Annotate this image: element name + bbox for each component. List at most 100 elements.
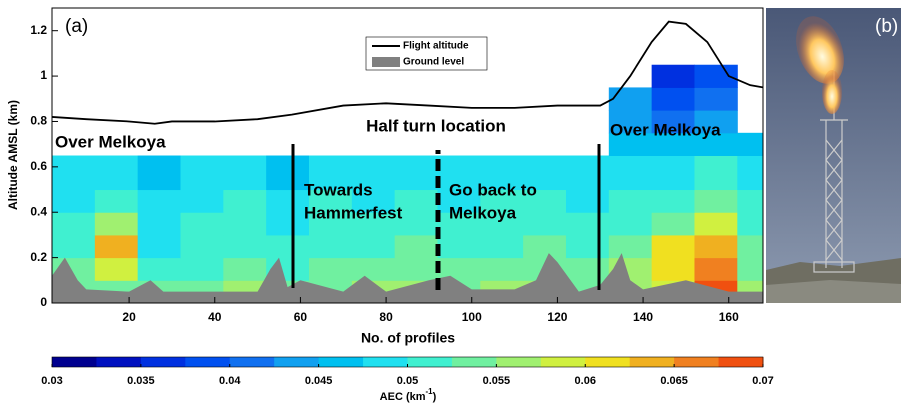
heatmap-cell — [223, 155, 267, 191]
colorbar-segment — [540, 357, 586, 367]
heatmap-cell — [565, 155, 610, 191]
x-tick-label: 140 — [633, 310, 653, 324]
colorbar-segment — [674, 357, 720, 367]
colorbar-segment — [185, 357, 231, 367]
heatmap-cell — [266, 155, 310, 191]
heatmap-cell — [651, 110, 695, 134]
heatmap-cell — [437, 155, 481, 191]
heatmap-cell — [480, 189, 524, 213]
heatmap-cell — [351, 155, 396, 191]
colorbar-segment — [496, 357, 542, 367]
x-tick-label: 80 — [379, 310, 393, 324]
heatmap-cell — [180, 155, 224, 191]
annotation: Half turn location — [366, 116, 506, 135]
heatmap-cell — [523, 155, 567, 191]
annotation: Hammerfest — [304, 203, 403, 222]
heatmap-cell — [94, 257, 139, 281]
colorbar-tick-label: 0.035 — [127, 375, 155, 387]
heatmap-cell — [608, 155, 653, 191]
colorbar-tick-label: 0.065 — [660, 375, 688, 387]
heatmap-cell — [52, 234, 96, 259]
heatmap-cell — [480, 155, 524, 191]
colorbar-segment — [229, 357, 275, 367]
annotation: Go back to — [449, 180, 537, 199]
heatmap-cell — [180, 189, 224, 213]
photo: (b) — [766, 8, 901, 303]
altitude-line — [52, 20, 763, 125]
heatmap-cell — [351, 257, 396, 281]
heatmap-cell — [737, 257, 763, 281]
colorbar-segment — [318, 357, 364, 367]
heatmap-cell — [480, 257, 524, 281]
heatmap-cell — [308, 155, 353, 191]
heatmap-cell — [394, 257, 438, 281]
y-tick-label: 0.8 — [30, 114, 47, 128]
colorbar-segment — [52, 357, 97, 367]
annotation: Over Melkoya — [610, 120, 721, 139]
annotation: Melkoya — [449, 203, 517, 222]
colorbar-tick-label: 0.03 — [41, 375, 62, 387]
x-axis-label: No. of profiles — [361, 330, 455, 346]
heatmap-cell — [308, 257, 353, 281]
heatmap-cell — [694, 234, 738, 259]
heatmap-cell — [608, 87, 653, 111]
heatmap-cell — [651, 212, 695, 236]
heatmap-cell — [523, 212, 567, 236]
heatmap-cell — [223, 257, 267, 281]
colorbar-segment — [629, 357, 675, 367]
heatmap-cell — [137, 212, 181, 236]
colorbar-segment — [140, 357, 186, 367]
heatmap-cell — [608, 234, 653, 259]
heatmap-cell — [94, 234, 139, 259]
colorbar-segment — [585, 357, 631, 367]
colorbar-tick-label: 0.06 — [575, 375, 596, 387]
heatmap-cell — [480, 212, 524, 236]
y-tick-label: 0 — [40, 295, 47, 309]
heatmap-cell — [651, 189, 695, 213]
heatmap-cell — [137, 155, 181, 191]
colorbar-tick-label: 0.04 — [219, 375, 241, 387]
ground-area — [52, 253, 763, 303]
colorbar-label-end: ) — [433, 391, 437, 403]
heatmap-cell — [308, 234, 353, 259]
x-tick-label: 20 — [122, 310, 136, 324]
x-tick-label: 40 — [208, 310, 222, 324]
heatmap-cell — [180, 212, 224, 236]
y-axis-label: Altitude AMSL (km) — [6, 100, 20, 210]
y-tick-label: 0.4 — [30, 204, 47, 218]
heatmap-cell — [737, 132, 763, 156]
colorbar-segment — [451, 357, 497, 367]
heatmap-cell — [94, 155, 139, 191]
legend-label: Flight altitude — [403, 41, 469, 52]
heatmap-cell — [651, 64, 695, 88]
colorbar-tick-label: 0.045 — [305, 375, 333, 387]
heatmap-cell — [694, 189, 738, 213]
x-tick-label: 60 — [294, 310, 308, 324]
heatmap-cell — [694, 64, 738, 88]
heatmap-cell — [437, 257, 481, 281]
y-tick-label: 1.2 — [30, 23, 47, 37]
heatmap-cell — [608, 110, 653, 134]
heatmap-cell — [565, 189, 610, 213]
heatmap-cell — [737, 234, 763, 259]
heatmap-cell — [694, 132, 738, 156]
plot-layer — [52, 20, 763, 303]
heatmap-cell — [437, 234, 481, 259]
y-tick-label: 0.6 — [30, 159, 47, 173]
legend-swatch — [372, 57, 400, 67]
heatmap-cell — [180, 257, 224, 281]
annotation: Over Melkoya — [55, 132, 166, 151]
heatmap-cell — [137, 234, 181, 259]
heatmap-cell — [52, 155, 96, 191]
plot-frame — [51, 7, 764, 304]
heatmap-cell — [694, 87, 738, 111]
heatmap-cell — [565, 212, 610, 236]
heatmap-cell — [651, 87, 695, 111]
colorbar-label: AEC (km-1) — [380, 387, 437, 403]
heatmap-cell — [608, 189, 653, 213]
legend-label: Ground level — [403, 57, 464, 68]
heatmap-cell — [223, 212, 267, 236]
colorbar-segment — [96, 357, 142, 367]
heatmap-cell — [737, 189, 763, 213]
